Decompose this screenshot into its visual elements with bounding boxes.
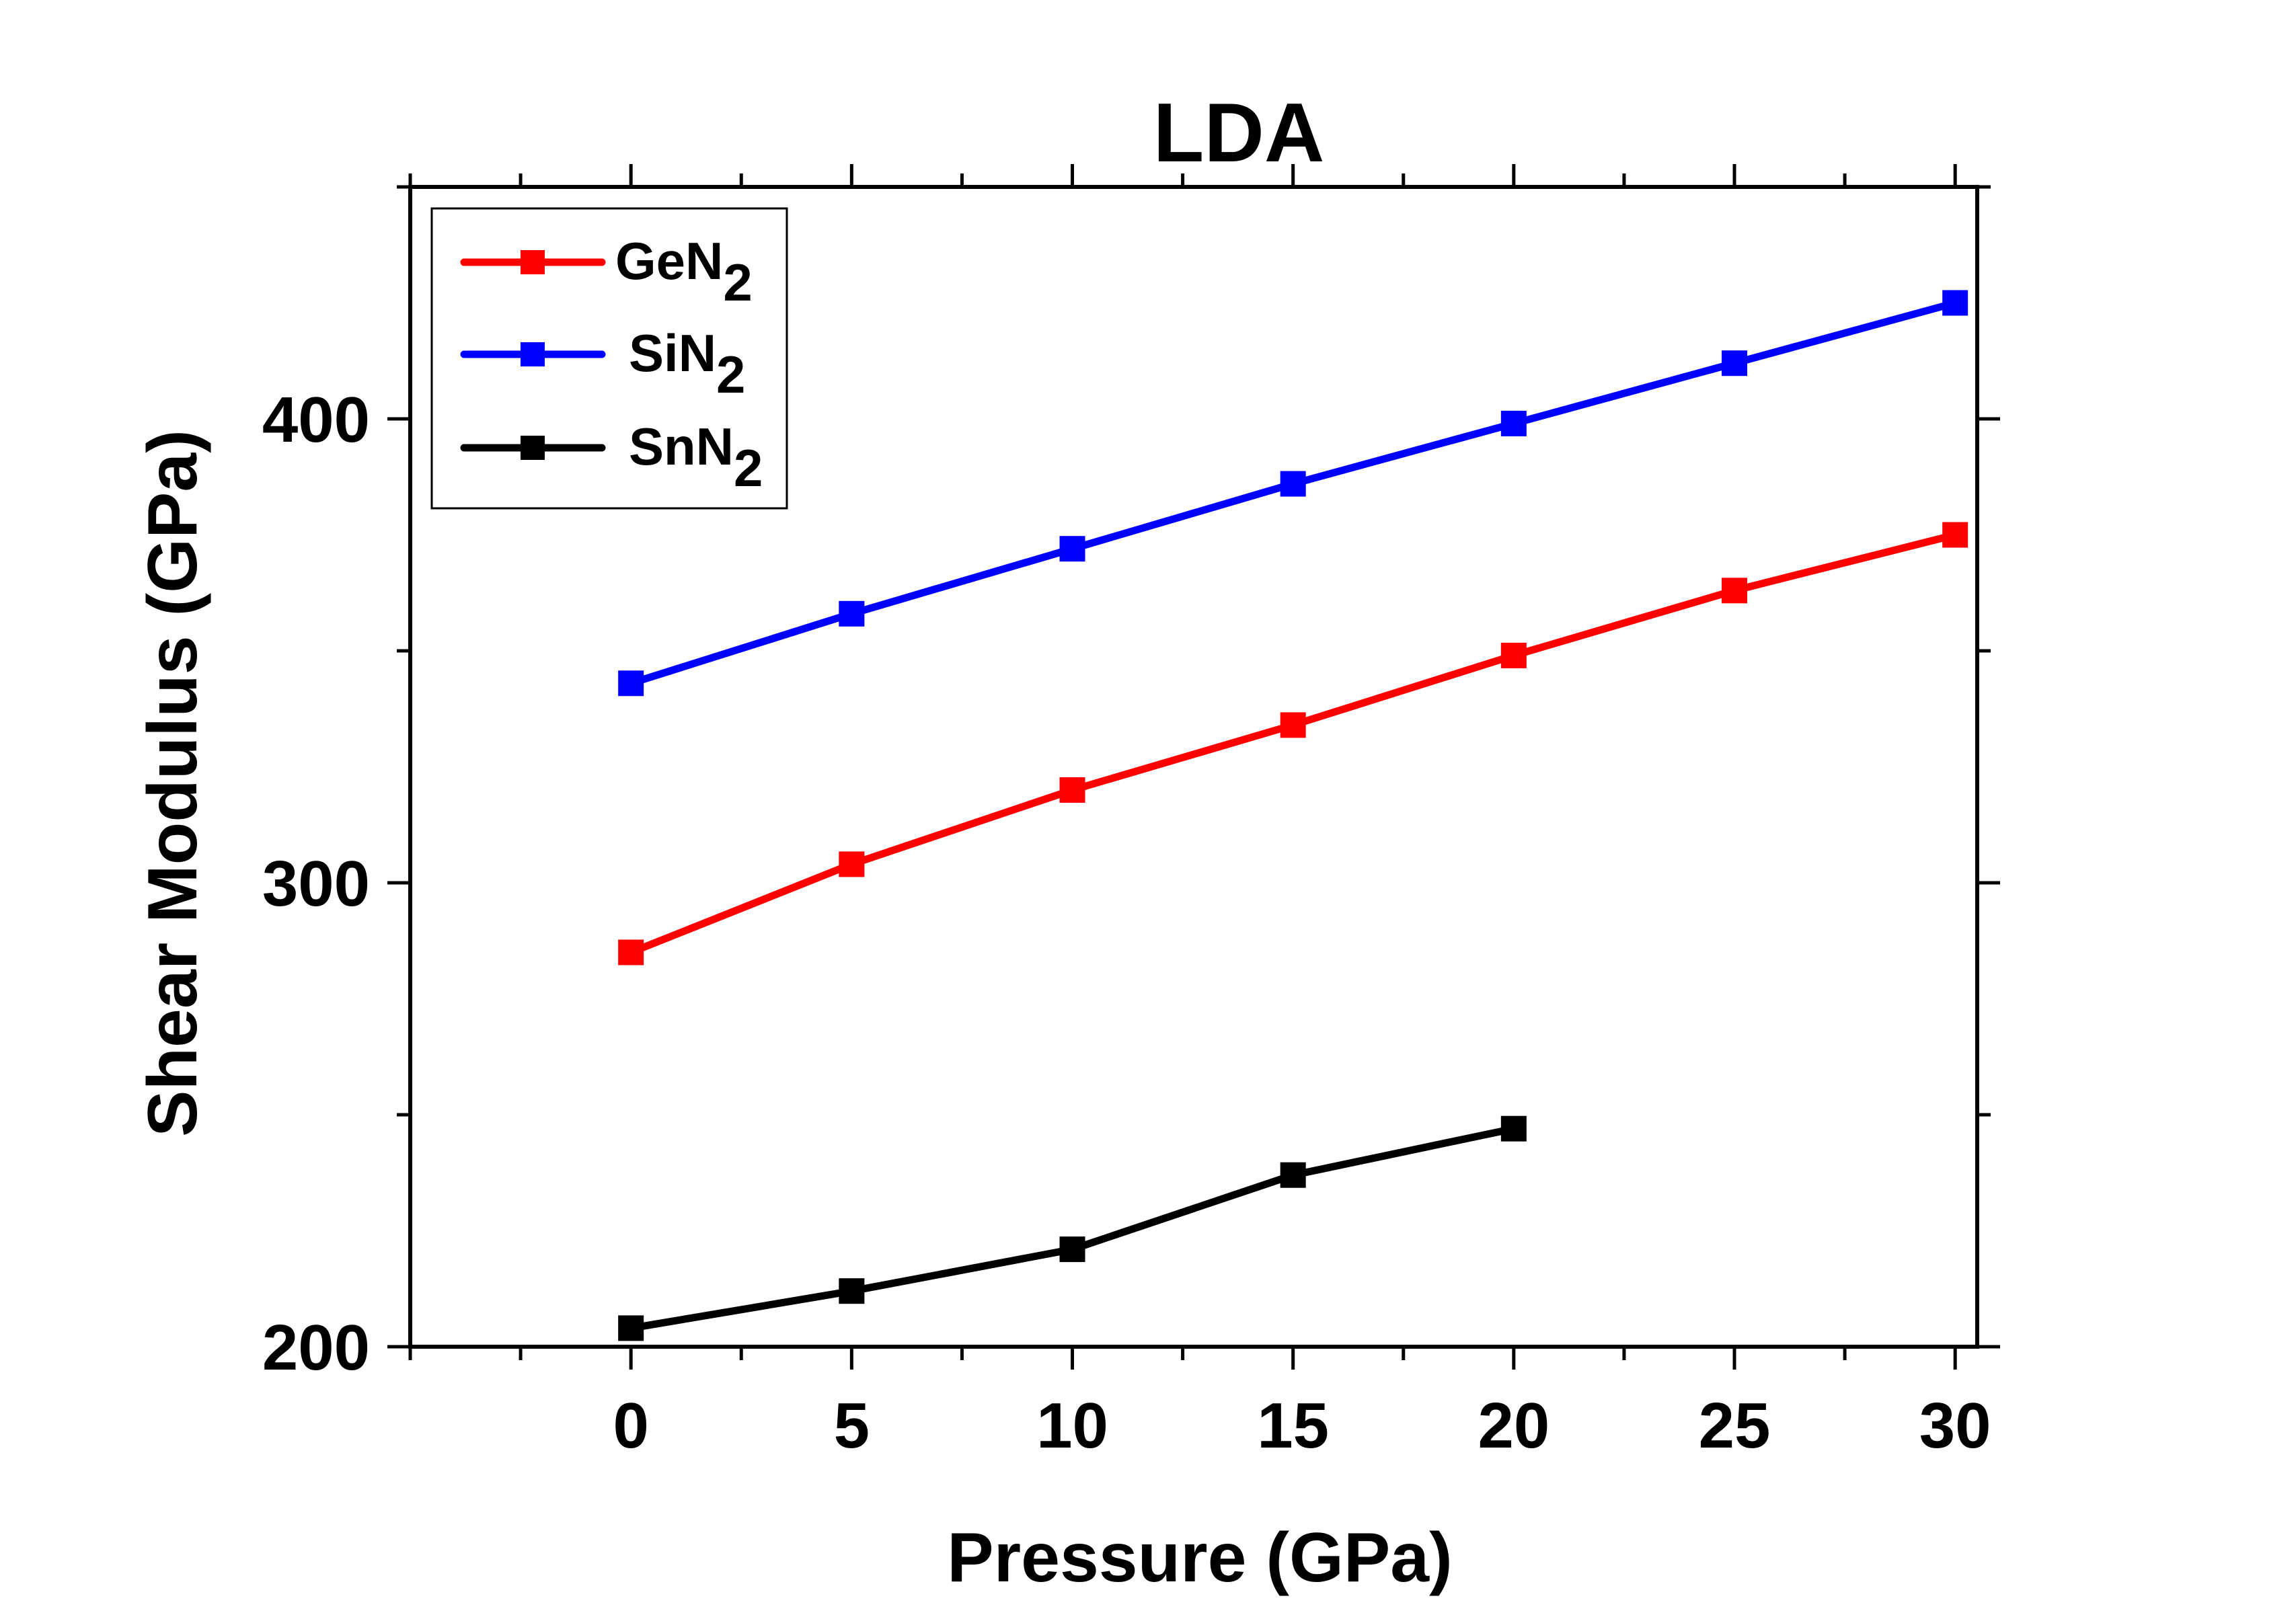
x-axis-label: Pressure (GPa) xyxy=(947,1519,1452,1597)
data-point xyxy=(839,1278,865,1304)
series-layer xyxy=(618,290,1968,1341)
data-point xyxy=(1280,712,1306,738)
x-tick-label: 30 xyxy=(1919,1390,1991,1462)
y-axis-label: Shear Modulus (GPa) xyxy=(134,430,212,1137)
data-point xyxy=(618,1315,644,1341)
x-axis-ticks: 0 5 10 15 20 25 30 xyxy=(408,164,1991,1462)
plot-border xyxy=(408,185,1979,1349)
data-point xyxy=(618,670,644,697)
legend-marker xyxy=(521,436,545,460)
data-point xyxy=(1722,350,1748,377)
y-tick-label: 300 xyxy=(262,848,370,920)
data-point xyxy=(1059,1236,1085,1263)
x-tick-label: 20 xyxy=(1478,1390,1549,1462)
x-tick-label: 25 xyxy=(1699,1390,1771,1462)
chart-title: LDA xyxy=(1153,87,1325,180)
data-point xyxy=(1059,536,1085,562)
legend-label-subscript: 2 xyxy=(734,438,763,498)
x-tick-label: 5 xyxy=(834,1390,870,1462)
data-point xyxy=(1500,1115,1527,1142)
data-point xyxy=(839,600,865,627)
series-sin2 xyxy=(618,290,1968,697)
plot-frame xyxy=(408,185,1979,1349)
y-tick-label: 200 xyxy=(262,1312,370,1384)
legend-marker xyxy=(521,342,545,366)
y-axis-ticks: 200 300 400 xyxy=(262,185,2000,1384)
legend-marker xyxy=(521,250,545,274)
data-point xyxy=(839,851,865,877)
x-tick-label: 0 xyxy=(613,1390,648,1462)
data-point xyxy=(1500,410,1527,436)
data-point xyxy=(1280,471,1306,497)
series-gen2 xyxy=(618,522,1968,965)
x-tick-label: 15 xyxy=(1257,1390,1329,1462)
data-point xyxy=(1500,642,1527,668)
data-point xyxy=(1942,290,1968,316)
data-point xyxy=(618,939,644,965)
x-tick-label: 10 xyxy=(1036,1390,1108,1462)
data-point xyxy=(1059,777,1085,803)
legend-box xyxy=(430,207,788,510)
data-point xyxy=(1942,522,1968,548)
legend-label-subscript: 2 xyxy=(723,253,752,312)
legend-label-subscript: 2 xyxy=(716,345,745,404)
series-snn2 xyxy=(618,1115,1527,1341)
y-tick-label: 400 xyxy=(262,384,370,456)
data-point xyxy=(1722,578,1748,604)
data-point xyxy=(1280,1162,1306,1188)
